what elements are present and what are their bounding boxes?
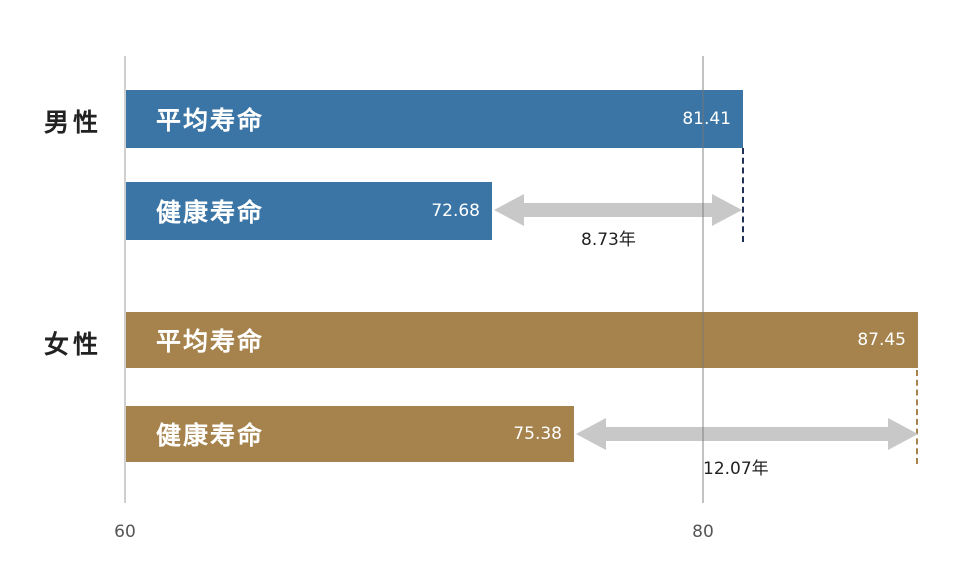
- bar-value: 87.45: [857, 330, 906, 350]
- group-label-male: 男性: [44, 108, 103, 137]
- bar-value: 81.41: [682, 109, 731, 129]
- gridline-60: [124, 56, 126, 503]
- x-tick-80: 80: [692, 522, 714, 542]
- group-label-female: 女性: [44, 330, 103, 359]
- male-average-marker-line: [742, 148, 744, 242]
- bar-label: 健康寿命: [156, 421, 265, 450]
- bar-female-healthy-lifespan: 健康寿命 75.38: [126, 406, 574, 462]
- x-tick-60: 60: [114, 522, 136, 542]
- bar-label: 平均寿命: [156, 106, 265, 135]
- bar-value: 72.68: [431, 201, 480, 221]
- gridline-80: [702, 56, 704, 503]
- female-gap-arrow-icon: [576, 418, 918, 450]
- bar-value: 75.38: [513, 424, 562, 444]
- male-gap-arrow-icon: [494, 194, 742, 226]
- bar-label: 健康寿命: [156, 198, 265, 227]
- female-gap-label: 12.07年: [703, 459, 769, 479]
- male-gap-label: 8.73年: [581, 230, 636, 250]
- bar-male-healthy-lifespan: 健康寿命 72.68: [126, 182, 492, 240]
- female-average-marker-line: [916, 370, 918, 464]
- bar-female-average-lifespan: 平均寿命 87.45: [126, 312, 918, 368]
- bar-label: 平均寿命: [156, 327, 265, 356]
- bar-male-average-lifespan: 平均寿命 81.41: [126, 90, 743, 148]
